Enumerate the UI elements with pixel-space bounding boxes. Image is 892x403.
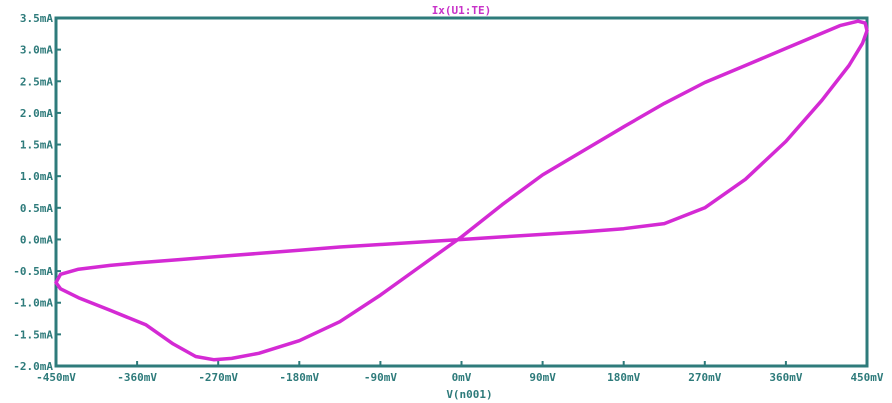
y-tick-label: 1.5mA [20, 139, 53, 152]
series-line-ix [54, 19, 869, 362]
y-tick-label: 2.5mA [20, 75, 53, 88]
x-tick-label: 90mV [529, 371, 556, 384]
y-tick-label: 2.0mA [20, 107, 53, 120]
y-tick-label: 1.0mA [20, 170, 53, 183]
x-tick-label: -90mV [364, 371, 397, 384]
ticks-layer: -450mV -360mV -270mV -180mV -90mV 0mV 90mV 180m… [13, 12, 884, 384]
x-tick-label: 180mV [607, 371, 640, 384]
y-tick-label: 3.5mA [20, 12, 53, 25]
x-tick-label: -180mV [279, 371, 319, 384]
y-tick-label: -2.0mA [13, 360, 53, 373]
x-tick-label: 360mV [769, 371, 802, 384]
y-tick-label: 0.0mA [20, 233, 53, 246]
y-tick-label: -1.0mA [13, 297, 53, 310]
chart-title: Ix(U1:TE) [432, 4, 492, 17]
y-tick-label: 0.5mA [20, 202, 53, 215]
x-tick-label: 0mV [452, 371, 472, 384]
x-tick-label: -270mV [198, 371, 238, 384]
x-tick-label: -360mV [117, 371, 157, 384]
x-axis-title: V(n001) [446, 388, 492, 401]
y-tick-label: -1.5mA [13, 328, 53, 341]
y-tick-label: 3.0mA [20, 44, 53, 57]
x-tick-label: 270mV [688, 371, 721, 384]
x-tick-label: 450mV [850, 371, 883, 384]
y-tick-label: -0.5mA [13, 265, 53, 278]
series-layer [54, 19, 869, 362]
x-tick-label: -450mV [36, 371, 76, 384]
